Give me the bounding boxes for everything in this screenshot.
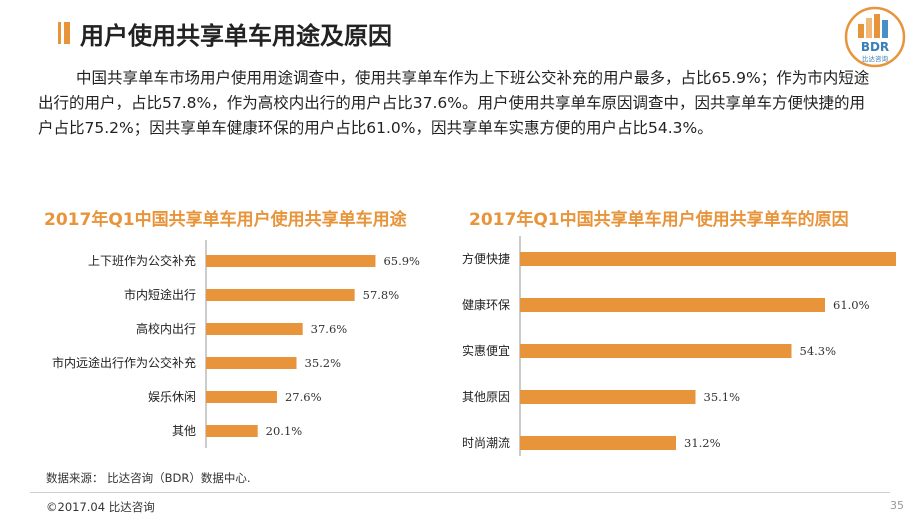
value-label: 37.6% xyxy=(311,322,348,336)
page-number: 35 xyxy=(890,499,904,512)
value-label: 35.1% xyxy=(704,390,741,404)
category-label: 娱乐休闲 xyxy=(148,390,196,404)
category-label: 其他原因 xyxy=(462,390,510,404)
bar-3 xyxy=(206,357,297,369)
bar-4 xyxy=(520,436,676,450)
category-label: 健康环保 xyxy=(462,297,510,312)
chart-title-usage: 2017年Q1中国共享单车用户使用共享单车用途 xyxy=(44,210,407,230)
category-label: 方便快捷 xyxy=(462,251,510,266)
chart-title-reasons: 2017年Q1中国共享单车用户使用共享单车的原因 xyxy=(469,210,849,230)
category-label: 实惠便宜 xyxy=(462,343,510,358)
intro-text: 中国共享单车市场用户使用用途调查中，使用共享单车作为上下班公交补充的用户最多，占… xyxy=(38,69,870,137)
page-title: 用户使用共享单车用途及原因 xyxy=(80,22,392,50)
category-label: 上下班作为公交补充 xyxy=(88,253,196,268)
title-accent-bar-thin xyxy=(58,22,61,44)
category-label: 市内远途出行作为公交补充 xyxy=(52,355,196,370)
category-label: 高校内出行 xyxy=(136,321,196,336)
logo-subtext: 比达咨询 xyxy=(862,54,889,63)
intro-paragraph: 中国共享单车市场用户使用用途调查中，使用共享单车作为上下班公交补充的用户最多，占… xyxy=(38,66,878,141)
value-label: 61.0% xyxy=(833,298,870,312)
title-accent-bar xyxy=(64,22,70,44)
bar-2 xyxy=(206,323,303,335)
copyright: ©2017.04 比达咨询 xyxy=(46,500,155,514)
bar-4 xyxy=(206,391,277,403)
logo-text: BDR xyxy=(861,40,889,54)
value-label: 65.9% xyxy=(383,254,420,268)
category-label: 市内短途出行 xyxy=(124,287,196,302)
value-label: 35.2% xyxy=(305,356,342,370)
category-label: 其他 xyxy=(172,424,196,438)
value-label: 20.1% xyxy=(266,424,303,438)
category-label: 时尚潮流 xyxy=(462,435,510,450)
bar-3 xyxy=(520,390,696,404)
footer-divider xyxy=(30,492,890,493)
bdr-logo-icon: BDR 比达咨询 xyxy=(844,6,906,68)
bar-0 xyxy=(206,255,376,267)
bar-1 xyxy=(206,289,355,301)
usage-bar-chart: 上下班作为公交补充 65.9% 市内短途出行 57.8% 高校内出行 37.6% 市内远途出… xyxy=(52,240,420,448)
bar-1 xyxy=(520,298,825,312)
value-label: 27.6% xyxy=(285,390,322,404)
data-source: 数据来源： 比达咨询（BDR）数据中心. xyxy=(46,471,251,485)
bar-0 xyxy=(520,252,896,266)
value-label: 57.8% xyxy=(363,288,400,302)
bar-5 xyxy=(206,425,258,437)
reasons-bar-chart: 方便快捷75.2%健康环保61.0%实惠便宜54.3%其他原因35.1%时尚潮流… xyxy=(462,236,896,456)
value-label: 31.2% xyxy=(684,436,721,450)
bar-2 xyxy=(520,344,792,358)
value-label: 54.3% xyxy=(800,344,837,358)
